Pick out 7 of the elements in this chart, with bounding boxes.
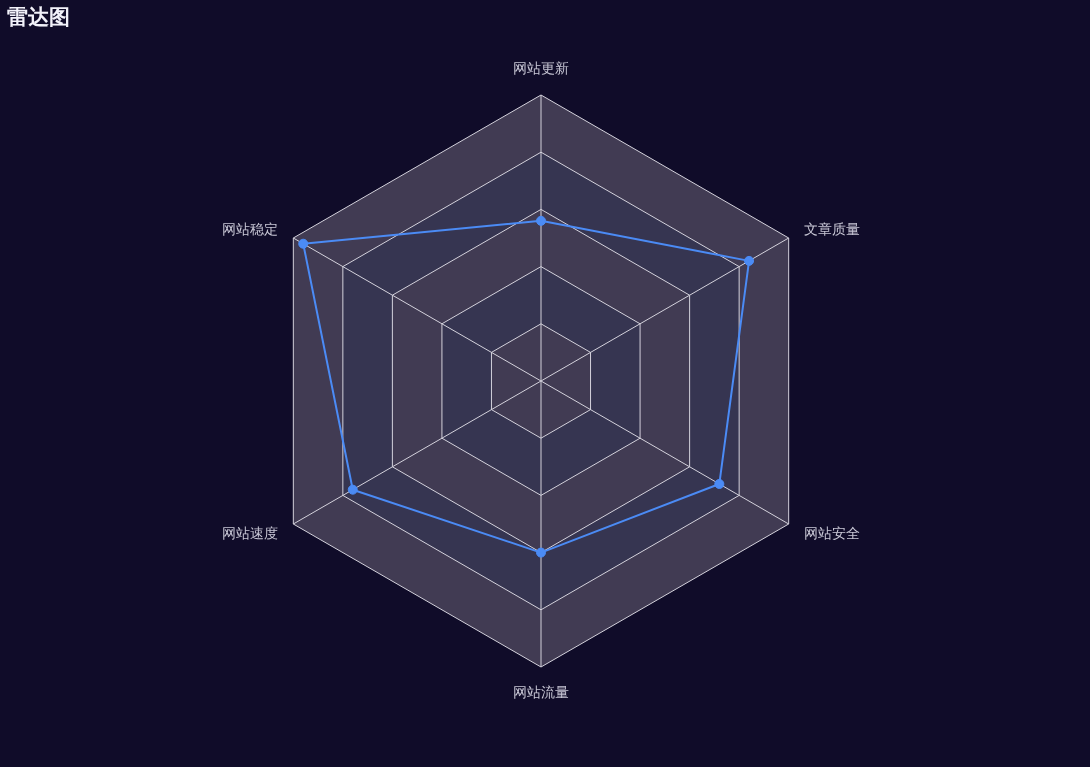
spoke-label: 网站稳定 [221,221,278,237]
spoke-label: 网站流量 [513,684,569,701]
text: 雷达图 [7,4,70,30]
spoke-label: 网站速度 [221,525,278,541]
spoke-label: 文章质量 [804,221,861,237]
spoke-label: 网站安全 [804,525,861,541]
spoke-label: 网站更新 [513,60,569,76]
